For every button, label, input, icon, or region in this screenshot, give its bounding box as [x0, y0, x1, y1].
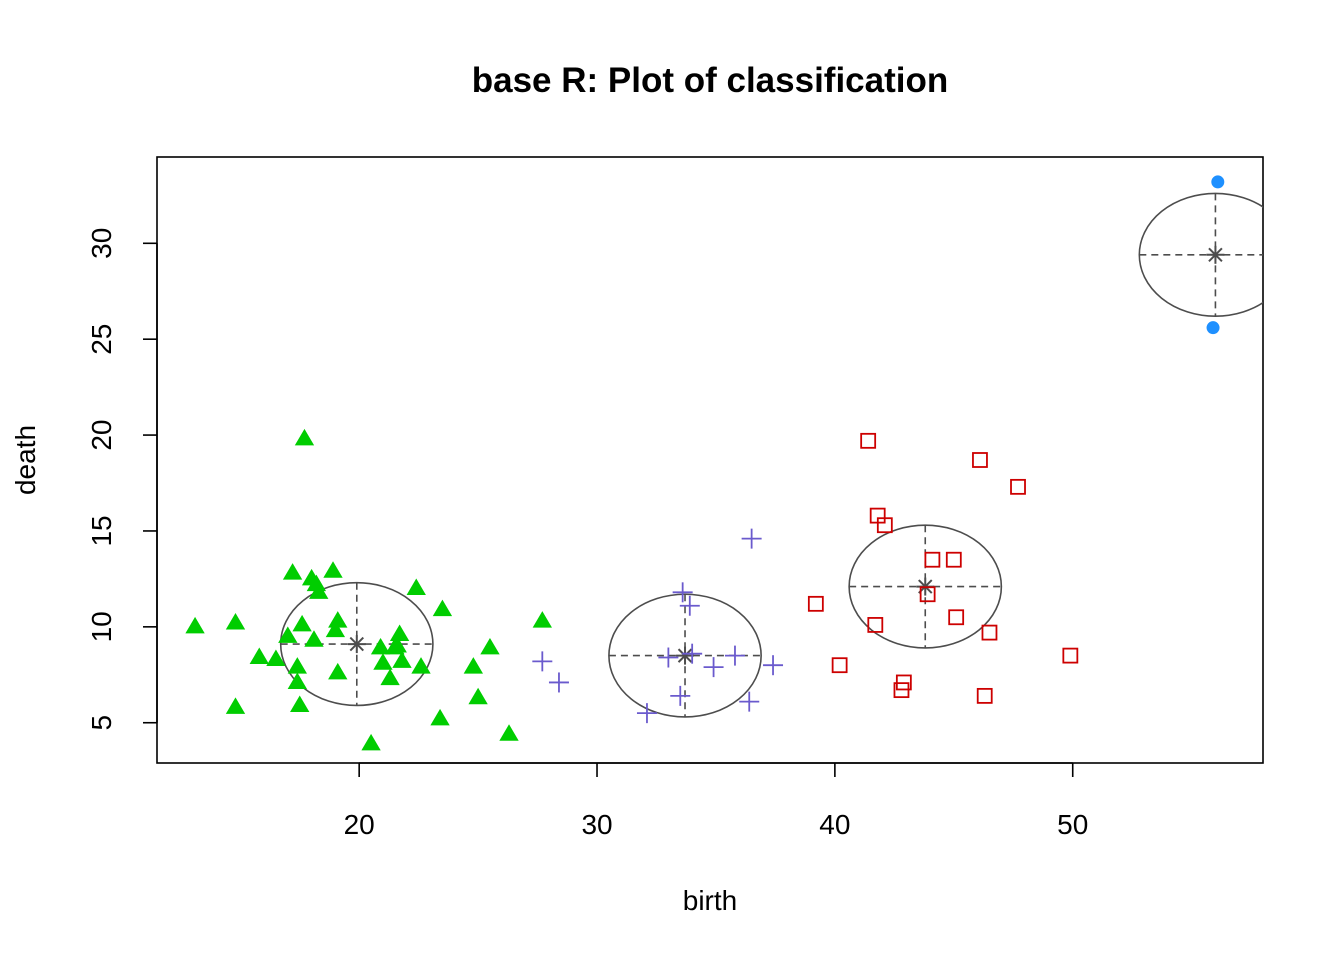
- triangle-point: [328, 662, 348, 680]
- triangle-point: [278, 626, 298, 643]
- square-point: [807, 595, 824, 612]
- triangle-point: [392, 651, 412, 668]
- plus-point: [763, 655, 784, 676]
- triangle-point: [380, 668, 400, 686]
- triangle-point: [266, 649, 286, 666]
- square-point: [948, 609, 965, 626]
- x-axis-label: birth: [683, 885, 737, 916]
- plus-point: [532, 651, 553, 672]
- square-point: [1062, 647, 1079, 664]
- y-tick-label: 20: [86, 419, 117, 450]
- triangle-point: [370, 637, 391, 655]
- triangle-point: [290, 695, 310, 712]
- triangle-point: [225, 697, 246, 714]
- square-point: [945, 551, 962, 568]
- square-point: [919, 586, 936, 603]
- triangle-point: [532, 611, 552, 628]
- y-tick-label: 5: [86, 715, 117, 731]
- triangle-point: [294, 428, 315, 446]
- triangle-point: [225, 613, 246, 630]
- plus-point: [724, 645, 745, 666]
- x-axis: 20 30 40 50: [344, 762, 1088, 840]
- x-tick-label: 20: [344, 809, 375, 840]
- triangle-point: [387, 636, 407, 653]
- y-tick-label: 30: [86, 228, 117, 259]
- plus-point: [658, 647, 679, 668]
- triangle-point: [323, 561, 343, 578]
- square-point: [867, 617, 884, 633]
- plus-point: [548, 672, 569, 693]
- y-tick-label: 15: [86, 515, 117, 546]
- square-point: [1010, 478, 1026, 495]
- triangle-point: [309, 582, 329, 599]
- component-ellipses: [279, 192, 1263, 718]
- triangle-point: [432, 599, 453, 617]
- y-axis-label: death: [10, 425, 41, 495]
- triangle-point: [325, 620, 346, 638]
- component-center-star: [676, 646, 695, 665]
- triangle-point: [304, 630, 324, 647]
- plus-point: [672, 582, 693, 603]
- square-point: [976, 687, 993, 704]
- triangle-point: [373, 653, 393, 670]
- triangle-point: [361, 733, 381, 751]
- y-axis: 5 10 15 20 25 30: [86, 228, 158, 731]
- triangle-point: [287, 657, 308, 674]
- triangle-point: [328, 611, 348, 628]
- square-point: [831, 657, 848, 674]
- y-tick-label: 10: [86, 611, 117, 642]
- component-center-star: [347, 635, 366, 654]
- triangle-point: [249, 647, 269, 665]
- x-tick-label: 50: [1057, 809, 1088, 840]
- plus-point: [703, 657, 724, 678]
- triangle-point: [430, 708, 450, 726]
- triangle-point: [411, 657, 431, 674]
- component-center-star: [1206, 245, 1225, 264]
- triangle-point: [185, 616, 205, 634]
- plus-point: [636, 703, 657, 724]
- triangle-point: [468, 687, 488, 705]
- component: [1138, 192, 1263, 317]
- circle-point: [1211, 175, 1225, 189]
- triangle-point: [292, 614, 312, 632]
- square-point: [860, 432, 877, 449]
- plus-point: [739, 691, 760, 712]
- triangle-point: [463, 657, 484, 674]
- plus-point: [670, 685, 691, 706]
- square-point: [981, 624, 998, 641]
- triangle-point: [282, 563, 303, 580]
- data-points: [185, 175, 1225, 751]
- triangle-point: [389, 624, 410, 642]
- circle-point: [1206, 321, 1220, 335]
- x-tick-label: 30: [581, 809, 612, 840]
- triangle-point: [499, 724, 519, 741]
- triangle-point: [287, 672, 308, 689]
- x-tick-label: 40: [819, 809, 850, 840]
- square-point: [876, 517, 893, 534]
- triangle-point: [406, 578, 426, 595]
- plot-frame: [156, 156, 1264, 764]
- plus-point: [679, 595, 700, 616]
- triangle-point: [480, 637, 500, 655]
- plus-point: [682, 643, 703, 664]
- square-point: [895, 674, 912, 691]
- y-tick-label: 25: [86, 324, 117, 355]
- square-point: [972, 452, 988, 468]
- square-point: [924, 551, 941, 568]
- chart-title: base R: Plot of classification: [472, 61, 949, 100]
- plus-point: [741, 528, 762, 549]
